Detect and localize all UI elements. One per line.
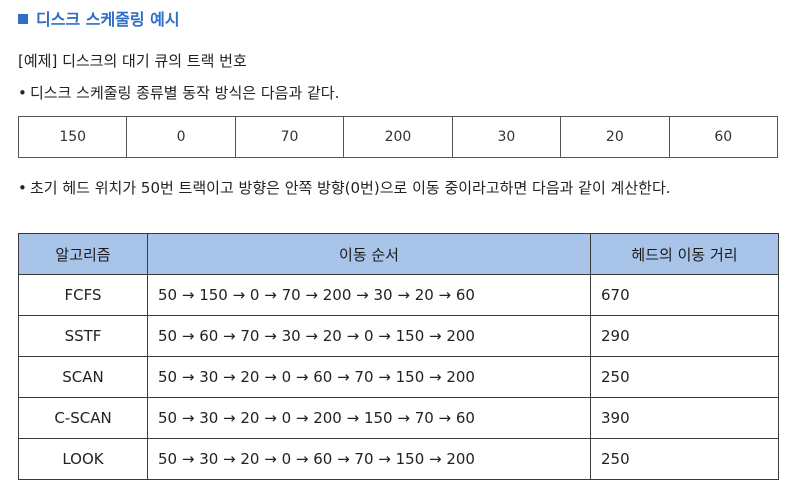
bullet-dot-icon: • bbox=[18, 84, 27, 102]
order-cell: 50 → 30 → 20 → 0 → 60 → 70 → 150 → 200 bbox=[147, 438, 591, 480]
queue-cell: 30 bbox=[451, 116, 562, 158]
distance-cell: 390 bbox=[590, 397, 779, 439]
table-row: C-SCAN 50 → 30 → 20 → 0 → 200 → 150 → 70… bbox=[18, 397, 779, 439]
header-order: 이동 순서 bbox=[147, 233, 591, 275]
algorithm-table: 알고리즘 이동 순서 헤드의 이동 거리 FCFS 50 → 150 → 0 →… bbox=[18, 233, 779, 480]
queue-cell: 60 bbox=[668, 116, 779, 158]
bullet-dot-icon: • bbox=[18, 179, 27, 197]
order-cell: 50 → 60 → 70 → 30 → 20 → 0 → 150 → 200 bbox=[147, 315, 591, 357]
order-cell: 50 → 30 → 20 → 0 → 200 → 150 → 70 → 60 bbox=[147, 397, 591, 439]
example-line: [예제] 디스크의 대기 큐의 트랙 번호 bbox=[18, 52, 247, 70]
order-cell: 50 → 30 → 20 → 0 → 60 → 70 → 150 → 200 bbox=[147, 356, 591, 398]
table-row: FCFS 50 → 150 → 0 → 70 → 200 → 30 → 20 →… bbox=[18, 274, 779, 316]
queue-cell: 0 bbox=[126, 116, 236, 158]
table-row: LOOK 50 → 30 → 20 → 0 → 60 → 70 → 150 → … bbox=[18, 438, 779, 480]
algorithm-cell: SCAN bbox=[18, 356, 148, 398]
section-title-text: 디스크 스케줄링 예시 bbox=[36, 10, 180, 29]
distance-cell: 670 bbox=[590, 274, 779, 316]
table-row: SSTF 50 → 60 → 70 → 30 → 20 → 0 → 150 → … bbox=[18, 315, 779, 357]
queue-table: 150 0 70 200 30 20 60 bbox=[17, 116, 779, 158]
distance-cell: 250 bbox=[590, 356, 779, 398]
queue-cell: 70 bbox=[234, 116, 345, 158]
distance-cell: 290 bbox=[590, 315, 779, 357]
algorithm-cell: LOOK bbox=[18, 438, 148, 480]
square-bullet-icon bbox=[18, 14, 28, 24]
queue-cell: 200 bbox=[343, 116, 453, 158]
bullet-line-1: • 디스크 스케줄링 종류별 동작 방식은 다음과 같다. bbox=[18, 82, 339, 103]
bullet-text-1: 디스크 스케줄링 종류별 동작 방식은 다음과 같다. bbox=[30, 84, 340, 102]
header-distance: 헤드의 이동 거리 bbox=[590, 233, 779, 275]
bullet-line-2: • 초기 헤드 위치가 50번 트랙이고 방향은 안쪽 방향(0번)으로 이동 중… bbox=[18, 174, 784, 203]
algorithm-cell: SSTF bbox=[18, 315, 148, 357]
table-row: SCAN 50 → 30 → 20 → 0 → 60 → 70 → 150 → … bbox=[18, 356, 779, 398]
order-cell: 50 → 150 → 0 → 70 → 200 → 30 → 20 → 60 bbox=[147, 274, 591, 316]
algorithm-cell: FCFS bbox=[18, 274, 148, 316]
algorithm-cell: C-SCAN bbox=[18, 397, 148, 439]
section-title: 디스크 스케줄링 예시 bbox=[18, 6, 180, 30]
queue-cell: 20 bbox=[560, 116, 670, 158]
header-algorithm: 알고리즘 bbox=[18, 233, 148, 275]
queue-cell: 150 bbox=[17, 116, 128, 158]
bullet-text-2: 초기 헤드 위치가 50번 트랙이고 방향은 안쪽 방향(0번)으로 이동 중이… bbox=[30, 179, 671, 197]
queue-row: 150 0 70 200 30 20 60 bbox=[17, 116, 779, 158]
table-header-row: 알고리즘 이동 순서 헤드의 이동 거리 bbox=[18, 233, 779, 275]
distance-cell: 250 bbox=[590, 438, 779, 480]
